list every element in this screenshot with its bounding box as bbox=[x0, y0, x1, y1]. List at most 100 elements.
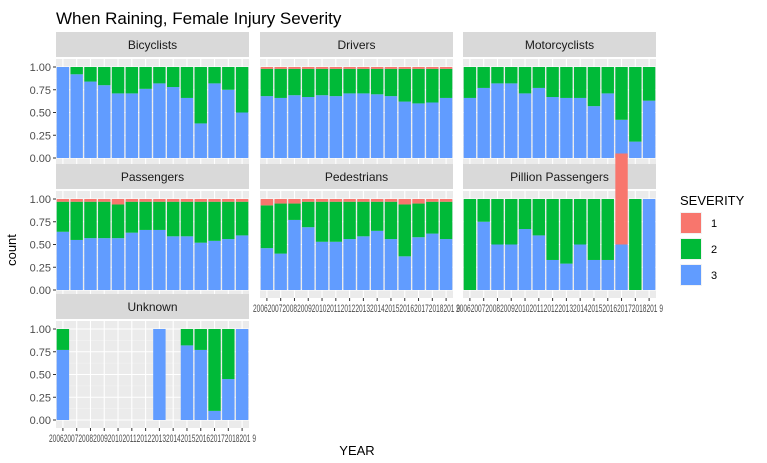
bar-2009-severity-3 bbox=[98, 238, 111, 290]
bar-2016-severity-2 bbox=[601, 199, 614, 260]
bar-2016-severity-2 bbox=[601, 67, 614, 94]
bar-2009-severity-2 bbox=[98, 67, 111, 86]
bar-2009-severity-2 bbox=[505, 67, 518, 84]
bar-2010-severity-3 bbox=[315, 95, 329, 158]
bar-2011-severity-2 bbox=[532, 199, 546, 236]
bar-2017-severity-2 bbox=[412, 203, 425, 238]
bar-2018-severity-3 bbox=[222, 89, 235, 158]
bar-2019-severity-3 bbox=[235, 235, 249, 290]
bar-2010-severity-1 bbox=[315, 199, 329, 202]
bar-2007-severity-2 bbox=[477, 67, 490, 88]
bar-2009-severity-3 bbox=[505, 244, 518, 290]
bar-2007-severity-2 bbox=[70, 201, 83, 240]
facet-strip bbox=[260, 32, 453, 57]
bar-2007-severity-3 bbox=[477, 221, 490, 290]
bar-2011-severity-3 bbox=[125, 93, 139, 158]
bar-2012-severity-1 bbox=[343, 67, 356, 69]
bar-2013-severity-1 bbox=[357, 199, 370, 202]
bar-2008-severity-3 bbox=[84, 238, 97, 290]
bar-2016-severity-3 bbox=[194, 349, 207, 420]
bar-2019-severity-3 bbox=[235, 329, 249, 420]
y-tick-label: 0.75 bbox=[30, 85, 51, 97]
facet-panels: Bicyclists 0.00 0.25 0.50 0.75 1.00 Drivers Mot… bbox=[30, 32, 663, 445]
bar-2010-severity-2 bbox=[518, 199, 532, 230]
x-ticks: 2006200720082009201020112012201320142015… bbox=[49, 428, 256, 445]
bar-2018-severity-2 bbox=[629, 67, 642, 142]
bar-2014-severity-3 bbox=[166, 87, 180, 158]
bar-2014-severity-1 bbox=[370, 67, 384, 69]
y-tick-label: 1.00 bbox=[30, 194, 51, 206]
legend-label-2: 2 bbox=[711, 244, 717, 256]
bar-2009-severity-2 bbox=[302, 201, 315, 228]
bar-2017-severity-3 bbox=[208, 410, 221, 420]
bar-2016-severity-2 bbox=[194, 329, 207, 350]
bar-2015-severity-1 bbox=[384, 67, 398, 69]
bar-2012-severity-2 bbox=[139, 67, 152, 89]
bar-2012-severity-3 bbox=[343, 93, 356, 158]
bar-2008-severity-2 bbox=[288, 68, 301, 96]
y-tick-label: 0.25 bbox=[30, 392, 51, 404]
y-tick-label: 0.00 bbox=[30, 415, 51, 427]
bar-2006-severity-2 bbox=[260, 205, 274, 249]
bar-2013-severity-2 bbox=[153, 67, 166, 84]
bar-2014-severity-3 bbox=[370, 230, 384, 290]
bar-2010-severity-1 bbox=[111, 199, 125, 205]
bar-2011-severity-1 bbox=[125, 199, 139, 202]
x-ticks: 2006200720082009201020112012201320142015… bbox=[456, 298, 663, 315]
bar-2015-severity-3 bbox=[180, 236, 194, 290]
bar-2011-severity-2 bbox=[329, 201, 343, 242]
bar-2018-severity-3 bbox=[222, 379, 235, 420]
bar-2009-severity-3 bbox=[505, 83, 518, 158]
bar-2009-severity-3 bbox=[302, 227, 315, 290]
bar-2014-severity-3 bbox=[370, 94, 384, 158]
bar-2011-severity-3 bbox=[532, 235, 546, 290]
bar-2019-severity-2 bbox=[642, 67, 656, 101]
facet-strip bbox=[56, 32, 249, 57]
bar-2015-severity-2 bbox=[587, 199, 601, 260]
bar-2010-severity-2 bbox=[518, 67, 532, 94]
bar-2014-severity-2 bbox=[370, 68, 384, 95]
bar-2014-severity-3 bbox=[166, 236, 180, 290]
bar-2014-severity-3 bbox=[573, 97, 587, 158]
bar-2008-severity-1 bbox=[288, 67, 301, 69]
y-tick-label: 0.75 bbox=[30, 217, 51, 229]
legend-label-3: 3 bbox=[711, 270, 717, 282]
bar-2010-severity-1 bbox=[315, 67, 329, 69]
facet-passengers: Passengers 0.00 0.25 0.50 0.75 1.00 bbox=[30, 164, 249, 298]
bar-2015-severity-3 bbox=[587, 259, 601, 290]
y-tick-label: 0.00 bbox=[30, 285, 51, 297]
bar-2006-severity-2 bbox=[56, 329, 70, 350]
bar-2014-severity-1 bbox=[166, 199, 180, 202]
x-ticks: 2006200720082009201020112012201320142015… bbox=[253, 298, 460, 315]
x-axis-title: YEAR bbox=[339, 443, 374, 458]
bar-2016-severity-2 bbox=[194, 67, 207, 124]
facet-pillion-passengers: Pillion Passengers 2006200720082009201020… bbox=[456, 153, 663, 315]
bar-2016-severity-1 bbox=[398, 199, 411, 205]
bar-2007-severity-1 bbox=[274, 199, 287, 204]
bar-2019-severity-1 bbox=[439, 67, 453, 69]
bar-2012-severity-3 bbox=[139, 88, 152, 158]
bar-2015-severity-2 bbox=[180, 329, 194, 346]
bar-2013-severity-2 bbox=[153, 201, 166, 230]
bar-2017-severity-3 bbox=[208, 240, 221, 290]
y-tick-label: 0.50 bbox=[30, 370, 51, 382]
bar-2010-severity-3 bbox=[518, 93, 532, 158]
bar-2019-severity-3 bbox=[642, 199, 656, 290]
facet-pedestrians: Pedestrians 20062007200820092010201120122… bbox=[253, 164, 460, 315]
bar-2009-severity-3 bbox=[98, 85, 111, 158]
bar-2009-severity-1 bbox=[98, 199, 111, 202]
facet-strip-label: Motorcyclists bbox=[525, 38, 594, 52]
bar-2009-severity-2 bbox=[505, 199, 518, 245]
bar-2008-severity-3 bbox=[288, 95, 301, 158]
bar-2007-severity-1 bbox=[274, 67, 287, 69]
bar-2011-severity-3 bbox=[532, 87, 546, 158]
facet-strip bbox=[260, 164, 453, 189]
bar-2006-severity-3 bbox=[463, 97, 477, 158]
bar-2014-severity-2 bbox=[166, 201, 180, 237]
bar-2016-severity-3 bbox=[601, 93, 614, 158]
bar-2008-severity-2 bbox=[288, 203, 301, 220]
facet-bicyclists: Bicyclists 0.00 0.25 0.50 0.75 1.00 bbox=[30, 32, 249, 166]
bar-2008-severity-2 bbox=[491, 199, 504, 245]
bar-2007-severity-3 bbox=[477, 87, 490, 158]
